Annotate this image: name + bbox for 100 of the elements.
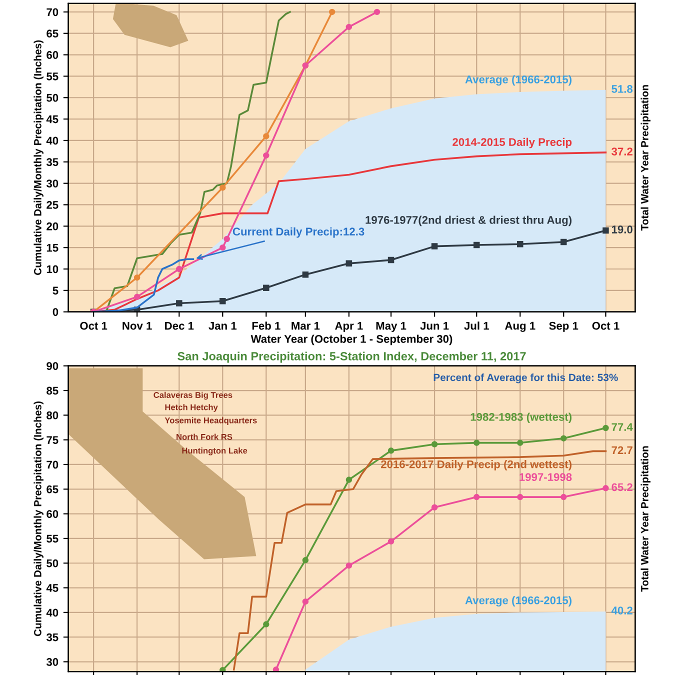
- point: [517, 494, 524, 500]
- y-tick-label: 25: [46, 201, 58, 209]
- x-tick-label: Mar 1: [292, 322, 320, 330]
- x-tick-label: Feb 1: [252, 322, 280, 330]
- y-tick-label: 70: [46, 460, 58, 469]
- annotation: 72.7: [612, 446, 632, 454]
- y-tick-label: 30: [46, 180, 58, 188]
- x-tick-label: Sep 1: [549, 322, 578, 332]
- text: Current Daily Precip:12.3: [232, 227, 364, 238]
- point: [220, 184, 226, 191]
- point: [328, 8, 336, 16]
- annotation: Hetch Hetchy: [165, 404, 218, 412]
- point: [302, 271, 309, 278]
- annotation: 19.0: [612, 226, 632, 234]
- y-tick-label: 85: [46, 386, 58, 395]
- y2-axis-title: Total Water Year Precipitation: [640, 85, 650, 231]
- series-label: 1976-1977(2nd driest & driest thru Aug): [366, 216, 572, 226]
- y-tick-label: 55: [46, 72, 58, 80]
- point: [263, 621, 270, 628]
- point: [302, 598, 309, 605]
- annotation: 37.2: [612, 148, 632, 156]
- point: [602, 485, 609, 492]
- point: [431, 504, 438, 511]
- y-tick-label: 45: [46, 115, 58, 124]
- annotation: North Fork RS: [176, 434, 232, 440]
- point: [388, 256, 394, 264]
- point: [134, 274, 140, 281]
- series-label: 1982-1983 (wettest): [470, 412, 572, 424]
- series-label: 1997-1998: [520, 473, 572, 482]
- point: [560, 494, 567, 500]
- y-tick-label: 0: [52, 308, 58, 316]
- point: [263, 284, 270, 291]
- y-tick-label: 20: [46, 222, 58, 230]
- y-tick-label: 90: [46, 362, 58, 370]
- point: [224, 236, 230, 242]
- x-tick-label: Jan 1: [208, 322, 237, 330]
- annotation: 65.2: [612, 483, 632, 492]
- point: [388, 448, 394, 454]
- y-tick-label: 10: [46, 265, 58, 274]
- point: [176, 300, 182, 306]
- y-tick-label: 70: [46, 8, 58, 16]
- y-tick-label: 50: [46, 94, 58, 102]
- y-tick-label: 50: [46, 559, 58, 568]
- point: [431, 243, 438, 250]
- annotation: Yosemite Headquarters: [164, 417, 257, 425]
- point: [346, 476, 352, 483]
- annotation: Huntington Lake: [182, 447, 248, 456]
- point: [602, 424, 609, 432]
- y-tick-label: 60: [46, 51, 58, 59]
- x-tick-label: May 1: [376, 322, 406, 332]
- x-tick-label: Oct 1: [592, 322, 620, 330]
- point: [176, 266, 182, 272]
- point: [474, 494, 480, 500]
- annotation: Percent of Average for this Date: 53%: [434, 373, 618, 384]
- point: [263, 133, 270, 140]
- point: [302, 557, 309, 564]
- y-tick-label: 65: [46, 30, 58, 38]
- x-tick-label: Jun 1: [420, 322, 449, 330]
- y-tick-label: 35: [46, 158, 58, 166]
- point: [388, 538, 394, 545]
- point: [374, 8, 380, 16]
- y-tick-label: 45: [46, 584, 58, 592]
- series-label: Average (1966-2015): [465, 75, 572, 86]
- x-tick-label: Apr 1: [335, 322, 363, 332]
- series-label: 2016-2017 Daily Precip (2nd wettest): [381, 460, 572, 470]
- point: [272, 666, 280, 672]
- y-tick-label: 80: [46, 411, 58, 420]
- y-tick-label: 40: [46, 608, 58, 617]
- y-axis-title: Cumulative Daily/Monthly Precipitation (Inches): [34, 401, 44, 636]
- annotation: Calaveras Big Trees: [154, 392, 232, 400]
- point: [220, 667, 226, 672]
- annotation: 51.8: [612, 85, 633, 93]
- y-tick-label: 5: [52, 286, 58, 295]
- point: [346, 562, 352, 569]
- point: [220, 244, 226, 251]
- y-tick-label: 65: [46, 485, 58, 494]
- chart-title: San Joaquin Precipitation: 5-Station Index, December 11, 2017: [178, 352, 526, 363]
- x-axis-title: Water Year (October 1 - September 30): [250, 334, 452, 346]
- y-tick-label: 40: [46, 136, 58, 145]
- point: [474, 440, 480, 446]
- point: [263, 152, 270, 159]
- annotation: 77.4: [612, 423, 633, 431]
- point: [602, 227, 609, 234]
- y-tick-label: 15: [46, 244, 58, 252]
- point: [346, 260, 352, 267]
- x-tick-label: Dec 1: [165, 322, 194, 330]
- y-tick-label: 35: [46, 633, 58, 642]
- x-tick-label: Oct 1: [80, 322, 108, 330]
- y-tick-label: 60: [46, 510, 58, 518]
- point: [134, 294, 140, 300]
- point: [220, 298, 226, 304]
- y2-axis-title: Total Water Year Precipitation: [640, 446, 650, 592]
- point: [517, 241, 524, 248]
- y-tick-label: 75: [46, 436, 58, 444]
- x-tick-label: Aug 1: [504, 322, 536, 332]
- annotation: 40.2: [611, 606, 632, 614]
- y-tick-label: 30: [46, 658, 58, 666]
- series-label: Average (1966-2015): [465, 596, 572, 607]
- point: [431, 441, 438, 448]
- x-tick-label: Jul 1: [464, 322, 489, 330]
